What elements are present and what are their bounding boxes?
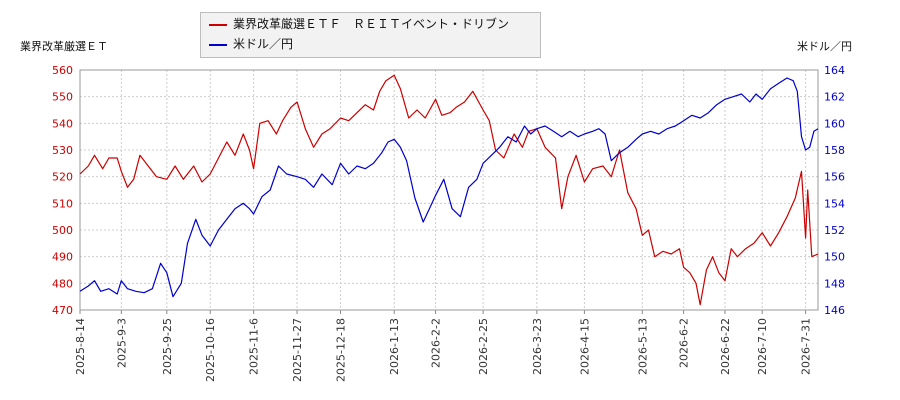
left-tick-label: 540 bbox=[52, 117, 73, 130]
right-axis-title: 米ドル／円 bbox=[797, 40, 852, 53]
series-line-usdjpy bbox=[79, 77, 819, 298]
x-tick-label: 2026-2-25 bbox=[477, 318, 490, 375]
x-tick-label: 2025-10-16 bbox=[204, 318, 217, 382]
left-tick-label: 500 bbox=[52, 224, 73, 237]
x-tick-label: 2026-6-22 bbox=[719, 318, 732, 375]
x-tick-label: 2026-4-15 bbox=[578, 318, 591, 375]
x-tick-label: 2026-1-13 bbox=[388, 318, 401, 375]
right-tick-label: 164 bbox=[824, 64, 845, 77]
legend: 業界改革厳選ＥＴＦ ＲＥＩＴイベント・ドリブン 米ドル／円 bbox=[200, 12, 541, 58]
x-tick-label: 2026-3-23 bbox=[531, 318, 544, 375]
left-tick-label: 480 bbox=[52, 277, 73, 290]
x-tick-label: 2026-6-2 bbox=[678, 318, 691, 368]
right-tick-label: 152 bbox=[824, 224, 845, 237]
x-tick-label: 2026-7-10 bbox=[756, 318, 769, 375]
left-axis-title: 業界改革厳選ＥＴ bbox=[20, 40, 108, 53]
legend-swatch-usdjpy bbox=[209, 43, 227, 46]
legend-label-usdjpy: 米ドル／円 bbox=[233, 37, 294, 51]
right-tick-label: 148 bbox=[824, 277, 845, 290]
x-tick-label: 2025-11-6 bbox=[248, 318, 261, 375]
left-tick-label: 510 bbox=[52, 197, 73, 210]
right-tick-label: 150 bbox=[824, 251, 845, 264]
left-tick-label: 530 bbox=[52, 144, 73, 157]
x-tick-label: 2025-8-14 bbox=[74, 318, 87, 375]
right-tick-label: 154 bbox=[824, 197, 845, 210]
legend-label-etf: 業界改革厳選ＥＴＦ ＲＥＩＴイベント・ドリブン bbox=[233, 17, 510, 31]
x-tick-label: 2026-7-31 bbox=[800, 318, 813, 375]
right-tick-label: 162 bbox=[824, 91, 845, 104]
x-tick-label: 2025-12-18 bbox=[334, 318, 347, 382]
x-tick-label: 2025-9-3 bbox=[115, 318, 128, 368]
left-tick-label: 550 bbox=[52, 91, 73, 104]
series-line-etf bbox=[79, 74, 819, 306]
left-tick-label: 470 bbox=[52, 304, 73, 317]
x-tick-label: 2026-2-2 bbox=[430, 318, 443, 368]
right-tick-label: 146 bbox=[824, 304, 845, 317]
right-tick-label: 160 bbox=[824, 117, 845, 130]
left-tick-label: 490 bbox=[52, 251, 73, 264]
right-tick-label: 158 bbox=[824, 144, 845, 157]
left-tick-label: 560 bbox=[52, 64, 73, 77]
x-tick-label: 2026-5-13 bbox=[636, 318, 649, 375]
legend-swatch-etf bbox=[209, 23, 227, 26]
x-tick-label: 2025-11-27 bbox=[291, 318, 304, 382]
x-tick-label: 2025-9-25 bbox=[161, 318, 174, 375]
legend-item-etf: 業界改革厳選ＥＴＦ ＲＥＩＴイベント・ドリブン bbox=[209, 15, 509, 33]
right-tick-label: 156 bbox=[824, 171, 845, 184]
plot-area-border bbox=[79, 69, 819, 311]
legend-item-usdjpy: 米ドル／円 bbox=[209, 35, 293, 53]
left-tick-label: 520 bbox=[52, 171, 73, 184]
